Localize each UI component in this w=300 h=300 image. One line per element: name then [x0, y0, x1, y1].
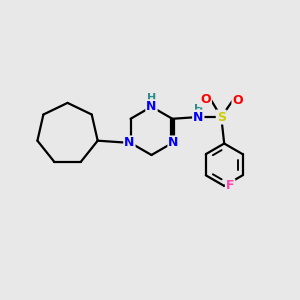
Text: N: N — [124, 136, 135, 149]
Text: O: O — [232, 94, 243, 107]
Text: H: H — [147, 93, 156, 103]
Text: H: H — [194, 104, 203, 114]
Text: S: S — [217, 110, 226, 124]
Text: N: N — [193, 110, 203, 124]
Text: N: N — [168, 136, 179, 149]
Text: N: N — [146, 100, 157, 113]
Text: F: F — [226, 179, 234, 192]
Text: O: O — [200, 93, 211, 106]
